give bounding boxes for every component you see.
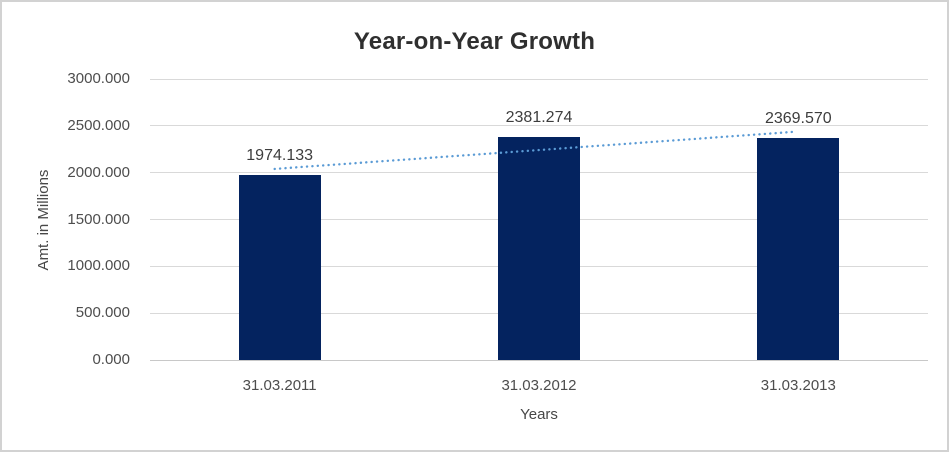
bar-data-label: 1974.133 bbox=[246, 147, 314, 165]
x-category-label: 31.03.2013 bbox=[760, 377, 836, 394]
bar-data-label: 2369.570 bbox=[764, 110, 832, 128]
y-tick-label: 2000.000 bbox=[67, 163, 130, 181]
y-tick-label: 0.000 bbox=[92, 351, 130, 368]
y-tick-label: 1500.000 bbox=[67, 210, 130, 228]
x-axis-line bbox=[150, 359, 928, 361]
bar bbox=[757, 138, 840, 360]
y-tick-label: 2500.000 bbox=[67, 116, 130, 134]
x-category-label: 31.03.2012 bbox=[501, 377, 577, 394]
x-category-label: 31.03.2011 bbox=[242, 377, 317, 394]
x-axis-title: Years bbox=[520, 406, 558, 423]
bar bbox=[498, 136, 580, 360]
gridline bbox=[150, 125, 928, 127]
gridline bbox=[150, 78, 928, 80]
chart-title: Year-on-Year Growth bbox=[353, 28, 596, 55]
y-tick-label: 3000.000 bbox=[67, 70, 130, 87]
y-tick-label: 500.000 bbox=[75, 304, 130, 322]
bar-data-label: 2381.274 bbox=[505, 108, 573, 126]
y-tick-label: 1000.000 bbox=[67, 257, 130, 275]
bar bbox=[238, 175, 321, 360]
